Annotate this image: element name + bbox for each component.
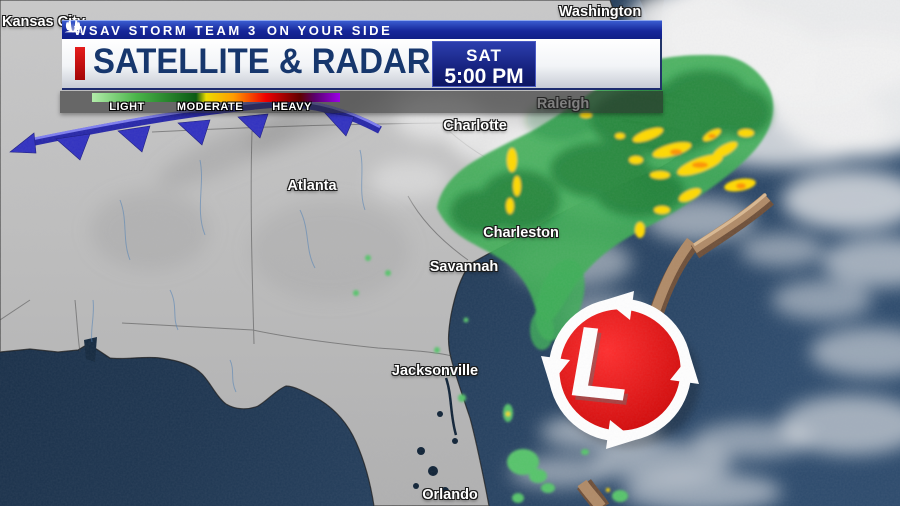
city-label-jacksonville: Jacksonville <box>391 363 479 379</box>
red-accent-bar <box>75 47 85 80</box>
timestamp-time: 5:00 PM <box>444 65 524 88</box>
intensity-legend: LIGHT MODERATE HEAVY <box>60 91 663 113</box>
intensity-gradient-bar <box>92 93 340 102</box>
station-tagline: ON YOUR SIDE <box>266 22 393 38</box>
title-band: SATELLITE & RADAR SAT 5:00 PM <box>62 39 662 90</box>
station-name: WSAV STORM TEAM 3 <box>74 22 258 38</box>
nbc-peacock-icon <box>64 19 82 33</box>
legend-label-heavy: HEAVY <box>272 101 312 113</box>
page-title: SATELLITE & RADAR <box>93 42 431 81</box>
city-label-atlanta: Atlanta <box>287 178 337 194</box>
city-label-charleston: Charleston <box>483 225 559 241</box>
legend-label-moderate: MODERATE <box>176 101 244 113</box>
timestamp-box: SAT 5:00 PM <box>432 41 536 87</box>
timestamp-day: SAT <box>466 46 502 65</box>
station-topbar: WSAV STORM TEAM 3 ON YOUR SIDE <box>62 19 662 39</box>
legend-label-light: LIGHT <box>109 101 145 113</box>
city-label-orlando: Orlando <box>422 487 478 503</box>
city-label-savannah: Savannah <box>429 259 499 275</box>
banner: WSAV STORM TEAM 3 ON YOUR SIDE SATELLITE… <box>62 19 662 90</box>
city-label-washington: Washington <box>558 4 642 20</box>
city-label-charlotte: Charlotte <box>443 118 507 134</box>
